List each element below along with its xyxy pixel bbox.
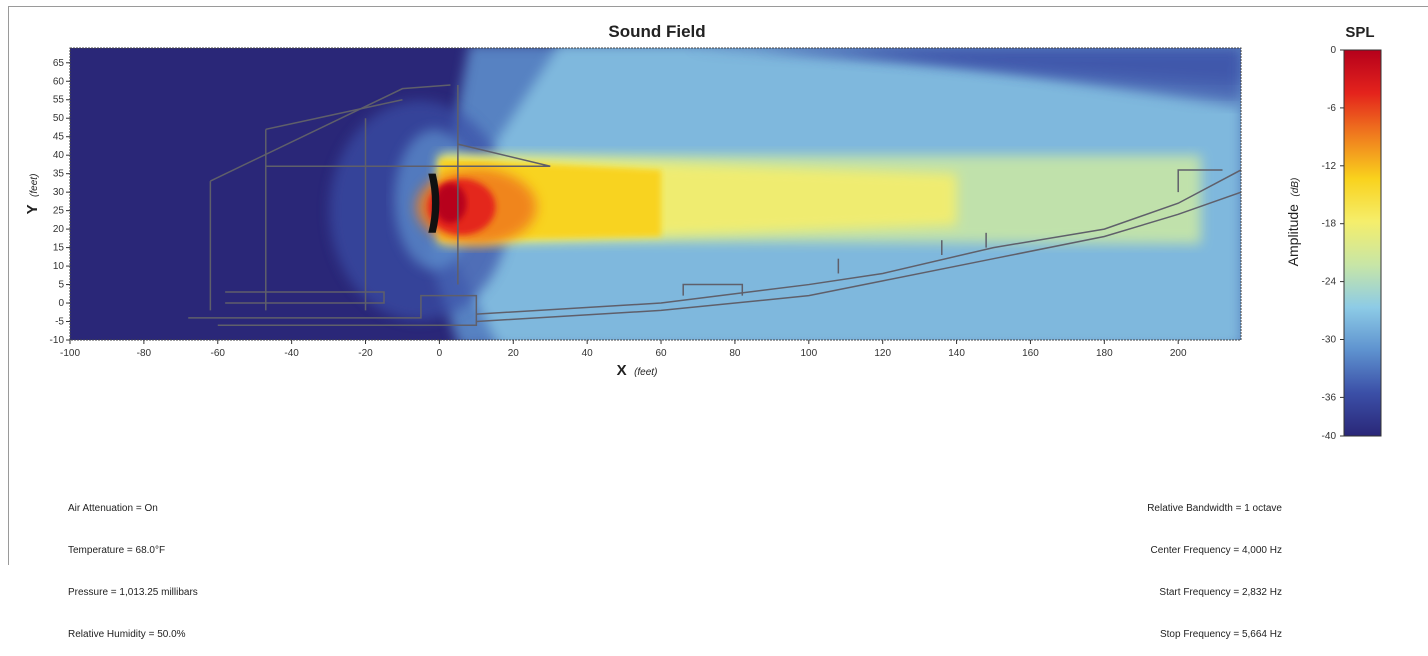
sound-field-chart: Sound Field -100 -80 -60 -40 -20 0 20 40 60 80 100… [24,22,1382,442]
stage-deck [188,294,478,326]
sound-field-heatmap [329,48,1241,340]
roof-line [210,84,451,182]
balcony-edge [1177,169,1223,193]
roof-brace [265,99,403,131]
y-tick-label: 40 [53,150,65,161]
colorbar-tick-label: -18 [1322,219,1337,230]
y-tick-label: 45 [53,132,65,143]
stop-frequency-text: Stop Frequency = 5,664 Hz [1159,629,1282,640]
pressure-text: Pressure = 1,013.25 millibars [68,587,198,598]
y-tick-label: -10 [50,335,65,346]
y-tick-label: 35 [53,169,65,180]
chart-title: Sound Field [608,22,705,41]
colorbar-tick-label: -40 [1322,431,1337,442]
colorbar-tick-label: 0 [1330,45,1336,56]
speaker-array [428,173,440,233]
y-tick-label: 50 [53,113,65,124]
y-tick-label: 25 [53,206,65,217]
colorbar-label: Amplitude (dB) [1285,178,1302,267]
y-tick-label: 10 [53,261,65,272]
x-tick-label: 100 [800,348,817,359]
humidity-text: Relative Humidity = 50.0% [68,629,186,640]
x-tick-label: -40 [284,348,299,359]
x-tick-label: 60 [655,348,667,359]
y-tick-label: 20 [53,224,65,235]
y-tick-label: 65 [53,58,65,69]
plot-border [69,47,1242,341]
air-attenuation-text: Air Attenuation = On [68,503,158,514]
colorbar-ticks: 0 -6 -12 -18 -24 -30 -36 -40 [1322,45,1344,442]
temperature-text: Temperature = 68.0°F [68,545,166,556]
x-tick-label: -60 [211,348,226,359]
colorbar-tick-label: -36 [1322,392,1337,403]
tower-brace [457,143,551,168]
x-tick-label: -20 [358,348,373,359]
x-tick-label: 40 [582,348,594,359]
audience-rake-lower [476,191,1241,323]
colorbar-tick-label: -12 [1322,161,1337,172]
y-tick-label: 0 [58,298,64,309]
field-dark-streak [845,48,1241,108]
x-axis-label: X (feet) [617,362,658,379]
colorbar-tick-label: -24 [1322,277,1337,288]
audience-rake-upper [476,169,1241,315]
x-tick-label: 160 [1022,348,1039,359]
y-tick-label: 5 [58,280,64,291]
colorbar-title: SPL [1345,24,1374,41]
figure-frame [8,6,1428,565]
plot-area [70,48,1241,340]
x-tick-label: 180 [1096,348,1113,359]
y-tick-label: 55 [53,95,65,106]
x-tick-label: -80 [137,348,152,359]
acoustic-settings-left: Air Attenuation = On Temperature = 68.0°… [68,474,198,656]
y-tick-label: 30 [53,187,65,198]
x-tick-label: 20 [508,348,520,359]
frequency-settings-right: Relative Bandwidth = 1 octave Center Fre… [1040,474,1282,656]
x-tick-label: 140 [948,348,965,359]
x-tick-label: 0 [437,348,443,359]
colorbar-tick-label: -30 [1322,335,1337,346]
center-frequency-text: Center Frequency = 4,000 Hz [1150,545,1282,556]
mix-position [682,283,744,296]
x-tick-label: 120 [874,348,891,359]
start-frequency-text: Start Frequency = 2,832 Hz [1159,587,1282,598]
venue-structure-outline [188,84,1241,326]
relative-bandwidth-text: Relative Bandwidth = 1 octave [1147,503,1282,514]
colorbar-gradient [1343,49,1382,437]
x-tick-label: 80 [729,348,741,359]
stage-platform [225,291,385,304]
y-tick-label: 15 [53,243,65,254]
x-tick-label: -100 [60,348,80,359]
y-tick-label: -5 [55,317,64,328]
y-axis-label: Y (feet) [24,174,41,215]
x-axis-ticks: -100 -80 -60 -40 -20 0 20 40 60 80 100 120 140 160 180… [60,340,1187,359]
y-tick-label: 60 [53,76,65,87]
x-tick-label: 200 [1170,348,1187,359]
y-axis-ticks: -10 -5 0 5 10 15 20 25 30 35 40 45 50 55 60 65 [50,58,70,346]
colorbar-tick-label: -6 [1327,103,1336,114]
